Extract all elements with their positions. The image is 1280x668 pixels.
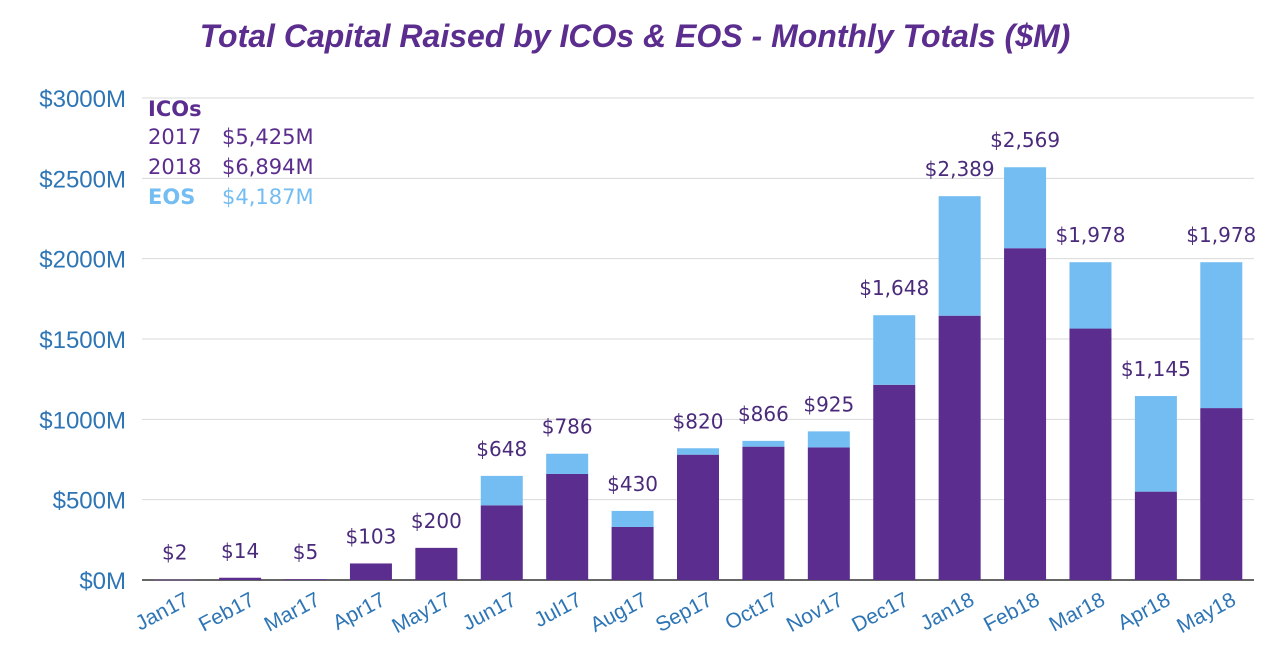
- data-label: $2,389: [925, 157, 995, 181]
- data-label: $5: [293, 540, 318, 564]
- data-label: $1,978: [1055, 223, 1125, 247]
- x-tick-label: Feb18: [980, 588, 1043, 636]
- y-tick-label: $0M: [79, 568, 126, 595]
- x-tick-label: Nov17: [783, 588, 847, 637]
- bar-eos: [1134, 396, 1177, 492]
- x-tick-label: Mar17: [261, 588, 324, 636]
- legend-row-2018: 2018 $6,894M: [148, 152, 314, 182]
- bar-eos: [873, 315, 916, 385]
- legend-row-eos: EOS $4,187M: [148, 182, 314, 212]
- bar-ico: [480, 505, 523, 580]
- bar-eos: [742, 440, 785, 447]
- x-tick-label: Dec17: [848, 588, 912, 637]
- legend-value: $5,425M: [222, 125, 314, 149]
- data-label: $14: [221, 539, 259, 563]
- legend-heading: ICOs: [148, 97, 202, 121]
- legend-key: EOS: [148, 185, 196, 209]
- bar-eos: [1200, 262, 1243, 409]
- data-label: $430: [607, 472, 658, 496]
- bar-ico: [546, 473, 589, 580]
- x-tick-label: Jan17: [132, 588, 193, 635]
- legend-key: 2017: [148, 125, 202, 149]
- y-tick-label: $2500M: [39, 166, 126, 193]
- data-label: $820: [673, 409, 724, 433]
- data-label: $1,648: [859, 276, 929, 300]
- y-tick-label: $1500M: [39, 327, 126, 354]
- x-tick-label: Jun17: [459, 588, 520, 635]
- x-tick-label: Jul17: [530, 588, 585, 632]
- bar-ico: [742, 446, 785, 580]
- y-tick-label: $1000M: [39, 407, 126, 434]
- data-label: $648: [476, 437, 527, 461]
- legend-value: $6,894M: [222, 155, 314, 179]
- x-tick-label: Aug17: [587, 588, 651, 637]
- x-tick-label: Apr18: [1114, 588, 1174, 635]
- bar-ico: [1069, 328, 1112, 580]
- x-tick-label: Mar18: [1045, 588, 1108, 636]
- bar-eos: [938, 196, 981, 316]
- bar-ico: [611, 526, 654, 580]
- bar-ico: [807, 447, 850, 580]
- bar-eos: [1069, 262, 1112, 329]
- legend-row-2017: 2017 $5,425M: [148, 122, 314, 152]
- bar-ico: [938, 315, 981, 580]
- data-label: $103: [345, 524, 396, 548]
- bar-ico: [677, 454, 719, 580]
- x-tick-label: May18: [1173, 588, 1239, 638]
- bar-eos: [546, 453, 589, 474]
- legend-key: 2018: [148, 155, 202, 179]
- x-tick-label: May17: [388, 588, 454, 638]
- data-label: $786: [542, 415, 593, 439]
- x-tick-label: Oct17: [721, 588, 781, 635]
- y-tick-label: $2000M: [39, 247, 126, 274]
- legend: ICOs 2017 $5,425M 2018 $6,894M EOS $4,18…: [148, 96, 314, 212]
- data-label: $866: [738, 402, 789, 426]
- bar-ico: [153, 579, 196, 581]
- data-label: $1,145: [1121, 357, 1191, 381]
- bar-ico: [1004, 248, 1047, 580]
- bar-ico: [349, 563, 392, 580]
- x-tick-label: Jan18: [917, 588, 978, 635]
- bar-ico: [284, 579, 327, 580]
- bar-ico: [873, 384, 916, 580]
- data-label: $1,978: [1186, 223, 1256, 247]
- bar-eos: [807, 431, 850, 448]
- bar-ico: [219, 577, 262, 580]
- data-label: $925: [803, 392, 854, 416]
- x-tick-label: Apr17: [329, 588, 389, 635]
- bar-eos: [611, 510, 654, 527]
- bar-eos: [677, 448, 719, 455]
- legend-value: $4,187M: [222, 185, 314, 209]
- bar-ico: [415, 547, 458, 580]
- data-label: $2,569: [990, 128, 1060, 152]
- bar-ico: [1134, 491, 1177, 580]
- bar-ico: [1200, 408, 1243, 580]
- x-tick-label: Sep17: [652, 588, 716, 637]
- bar-eos: [480, 475, 523, 506]
- y-tick-label: $500M: [53, 488, 126, 515]
- data-label: $2: [162, 541, 187, 565]
- bar-eos: [1004, 167, 1047, 249]
- x-tick-label: Feb17: [195, 588, 258, 636]
- chart-title: Total Capital Raised by ICOs & EOS - Mon…: [199, 18, 1071, 54]
- y-tick-label: $3000M: [39, 86, 126, 113]
- data-label: $200: [411, 509, 462, 533]
